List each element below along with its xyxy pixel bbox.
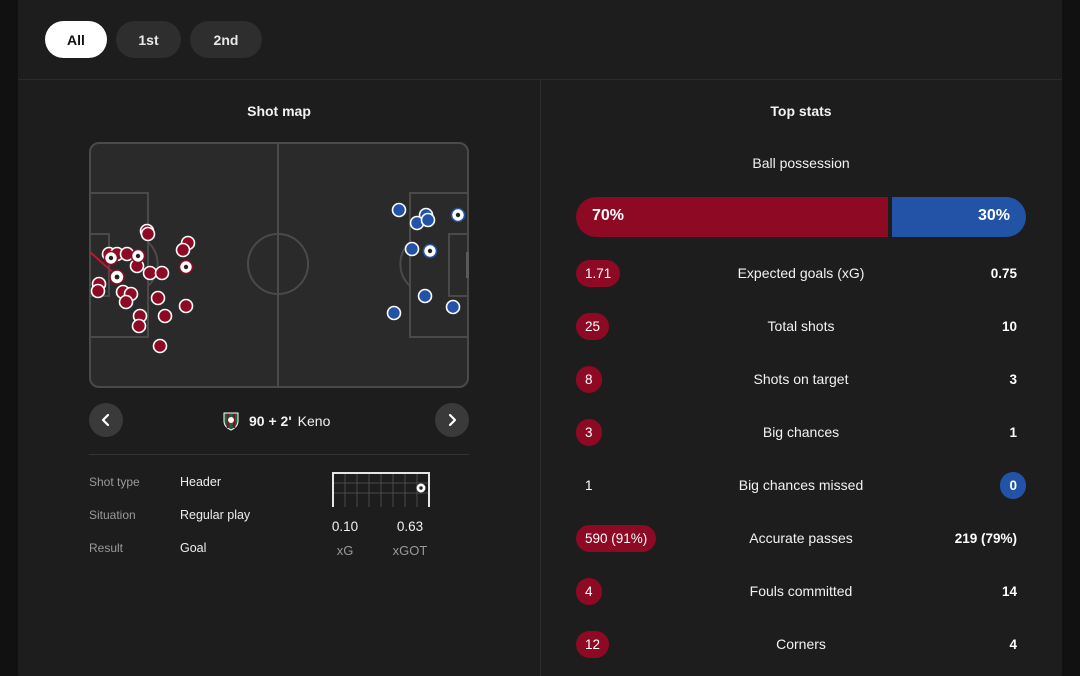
panel-divider	[540, 80, 541, 676]
stat-home-value: 4	[576, 578, 602, 605]
stat-away-value: 14	[1001, 584, 1017, 599]
shot-type-label: Shot type	[89, 475, 140, 489]
xg-value: 0.10	[331, 519, 359, 534]
stat-away-value: 0.75	[990, 266, 1017, 281]
stat-home-value: 590 (91%)	[576, 525, 657, 552]
period-selector: All 1st 2nd	[18, 0, 1062, 80]
stat-away-value: 10	[1001, 319, 1017, 334]
chevron-right-icon	[448, 413, 457, 427]
shot-minute: 90 + 2'	[249, 413, 292, 429]
stat-name: Accurate passes	[749, 530, 853, 546]
possession-away-bar: 30%	[892, 197, 1026, 237]
xgot-value: 0.63	[396, 519, 424, 534]
team-crest-icon	[223, 412, 239, 431]
xg-label: xG	[336, 543, 354, 558]
possession-home-bar: 70%	[576, 197, 888, 237]
shot-player: Keno	[297, 413, 331, 429]
stat-row-total-shots: 25 Total shots 10	[540, 312, 1062, 342]
possession-label: Ball possession	[752, 155, 850, 171]
result-label: Result	[89, 541, 124, 555]
period-all-button[interactable]: All	[45, 21, 107, 58]
away-shots[interactable]	[386, 202, 466, 321]
stat-away-value: 1	[1009, 425, 1017, 440]
stat-row-accurate-passes: 590 (91%) Accurate passes 219 (79%)	[540, 524, 1062, 554]
stat-home-value: 1.71	[576, 260, 621, 287]
stat-away-value: 4	[1009, 637, 1017, 652]
result-value: Goal	[180, 541, 207, 555]
xgot-label: xGOT	[392, 543, 428, 558]
stat-away-value: 0	[1000, 472, 1026, 499]
stat-name: Total shots	[767, 318, 835, 334]
match-stats-card: All 1st 2nd Shot map	[18, 0, 1062, 676]
stat-name: Shots on target	[753, 371, 849, 387]
stat-name: Big chances	[762, 424, 840, 440]
chevron-left-icon	[101, 413, 110, 427]
shot-type-value: Header	[180, 475, 221, 489]
shot-map-pitch[interactable]	[89, 142, 469, 388]
stat-home-value: 1	[585, 478, 593, 493]
stat-home-value: 12	[576, 631, 610, 658]
stat-row-xg: 1.71 Expected goals (xG) 0.75	[540, 259, 1062, 289]
stat-row-big-chances-missed: 1 Big chances missed 0	[540, 471, 1062, 501]
period-1st-button[interactable]: 1st	[116, 21, 181, 58]
stat-home-value: 3	[576, 419, 602, 446]
stat-name: Expected goals (xG)	[737, 265, 865, 281]
situation-value: Regular play	[180, 508, 251, 522]
stat-name: Big chances missed	[738, 477, 864, 493]
goal-frame-graphic	[332, 472, 430, 507]
home-shots[interactable]	[90, 223, 196, 354]
top-stats-title: Top stats	[770, 103, 832, 119]
shot-map-title: Shot map	[247, 103, 311, 119]
possession-away-value: 30%	[977, 207, 1010, 224]
next-shot-button[interactable]	[435, 403, 469, 437]
possession-bar: 70% 30%	[576, 197, 1026, 237]
possession-home-value: 70%	[592, 207, 625, 224]
selected-shot-caption: 90 + 2' Keno	[222, 410, 330, 432]
stat-name: Fouls committed	[749, 583, 853, 599]
stat-row-fouls: 4 Fouls committed 14	[540, 577, 1062, 607]
period-2nd-button[interactable]: 2nd	[190, 21, 262, 58]
stat-row-shots-on-target: 8 Shots on target 3	[540, 365, 1062, 395]
previous-shot-button[interactable]	[89, 403, 123, 437]
stat-away-value: 3	[1009, 372, 1017, 387]
stat-name: Corners	[776, 636, 826, 652]
situation-label: Situation	[89, 508, 136, 522]
stat-row-big-chances: 3 Big chances 1	[540, 418, 1062, 448]
section-divider	[89, 454, 469, 455]
stat-away-value: 219 (79%)	[954, 531, 1017, 546]
stat-home-value: 8	[576, 366, 602, 393]
stat-home-value: 25	[576, 313, 610, 340]
stat-row-corners: 12 Corners 4	[540, 630, 1062, 660]
